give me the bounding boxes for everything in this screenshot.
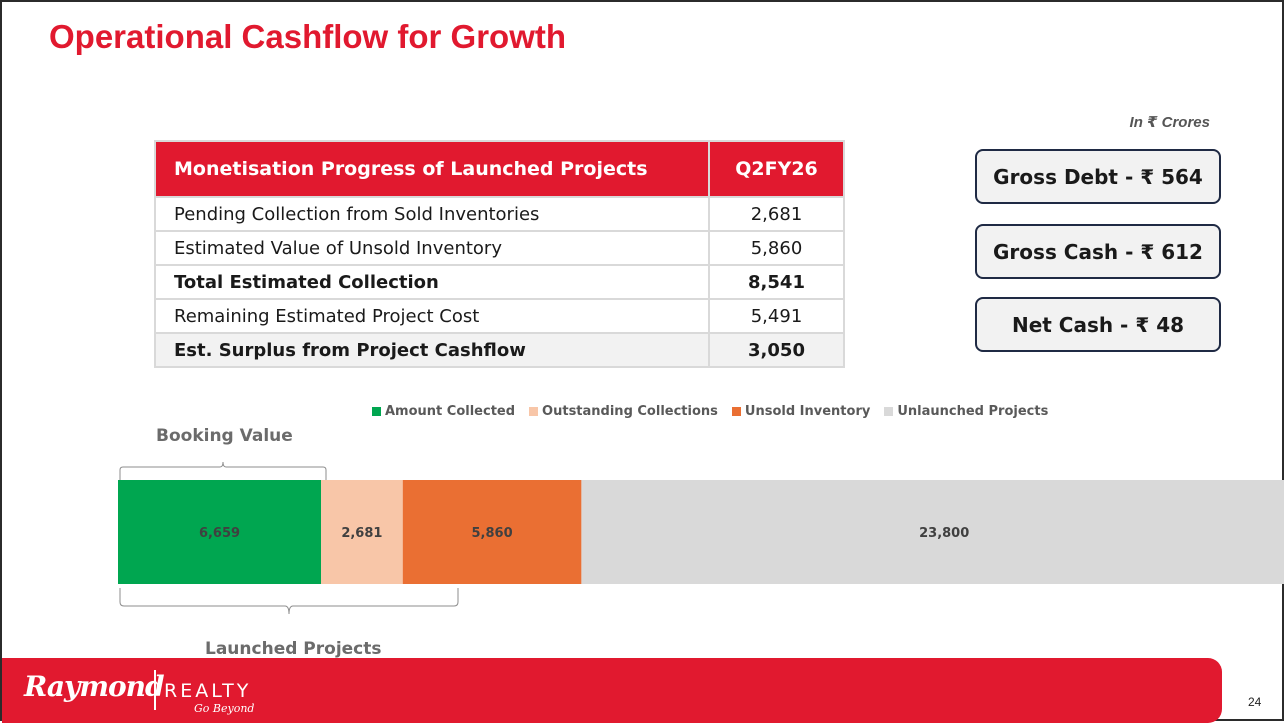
legend-item: Unsold Inventory (731, 404, 871, 419)
logo-tagline: Go Beyond (194, 702, 255, 715)
table-header-row: Monetisation Progress of Launched Projec… (154, 140, 845, 198)
bar-segment-0 (118, 480, 322, 584)
bar-data-label: 5,860 (472, 526, 513, 541)
legend-item: Outstanding Collections (529, 404, 718, 419)
chart-legend: Amount Collected Outstanding Collections U… (372, 404, 1048, 419)
booking-value-label: Booking Value (156, 426, 293, 446)
page-number: 24 (1248, 695, 1262, 709)
row-label: Estimated Value of Unsold Inventory (154, 230, 710, 266)
logo-raymond: Raymond (24, 670, 165, 703)
legend-item: Amount Collected (372, 404, 515, 419)
bar-data-label: 2,681 (341, 526, 382, 541)
legend-swatch (372, 407, 381, 416)
footer-band (2, 658, 1222, 723)
logo-divider (154, 670, 156, 710)
row-value: 5,491 (708, 298, 845, 334)
launched-projects-label: Launched Projects (205, 639, 382, 659)
table-row: Total Estimated Collection 8,541 (154, 264, 845, 300)
bar-segment-3 (581, 480, 1284, 584)
page-title: Operational Cashflow for Growth (49, 18, 567, 55)
legend-label: Amount Collected (385, 404, 516, 419)
bar-segment-2 (402, 480, 582, 584)
table-row: Est. Surplus from Project Cashflow 3,050 (154, 332, 845, 368)
row-label: Est. Surplus from Project Cashflow (154, 332, 710, 368)
table-header-label: Monetisation Progress of Launched Projec… (154, 140, 710, 198)
monetisation-table: Monetisation Progress of Launched Projec… (154, 140, 845, 368)
row-label: Remaining Estimated Project Cost (154, 298, 710, 334)
table-header-period: Q2FY26 (708, 140, 845, 198)
units-note: In ₹ Crores (1129, 114, 1210, 131)
kpi-gross-cash: Gross Cash - ₹ 612 (975, 224, 1221, 279)
kpi-gross-debt: Gross Debt - ₹ 564 (975, 149, 1221, 204)
table-row: Pending Collection from Sold Inventories… (154, 196, 845, 232)
row-label: Pending Collection from Sold Inventories (154, 196, 710, 232)
row-value: 2,681 (708, 196, 845, 232)
bar-data-label: 6,659 (199, 526, 240, 541)
table-row: Remaining Estimated Project Cost 5,491 (154, 298, 845, 334)
bar-segment-1 (321, 480, 403, 584)
legend-item: Unlaunched Projects (884, 404, 1048, 419)
legend-label: Unsold Inventory (744, 404, 871, 419)
table-row: Estimated Value of Unsold Inventory 5,860 (154, 230, 845, 266)
bar-data-label: 23,800 (919, 526, 969, 541)
legend-swatch (884, 407, 894, 416)
row-value: 5,860 (708, 230, 845, 266)
launched-projects-brace (119, 588, 459, 615)
booking-value-brace (119, 461, 327, 480)
legend-label: Outstanding Collections (542, 404, 718, 419)
kpi-net-cash: Net Cash - ₹ 48 (975, 297, 1221, 352)
logo-realty: REALTY (164, 680, 252, 702)
legend-swatch (529, 407, 539, 416)
row-value: 3,050 (708, 332, 845, 368)
legend-label: Unlaunched Projects (897, 404, 1049, 419)
row-value: 8,541 (708, 264, 845, 300)
legend-swatch (731, 407, 741, 416)
row-label: Total Estimated Collection (154, 264, 710, 300)
